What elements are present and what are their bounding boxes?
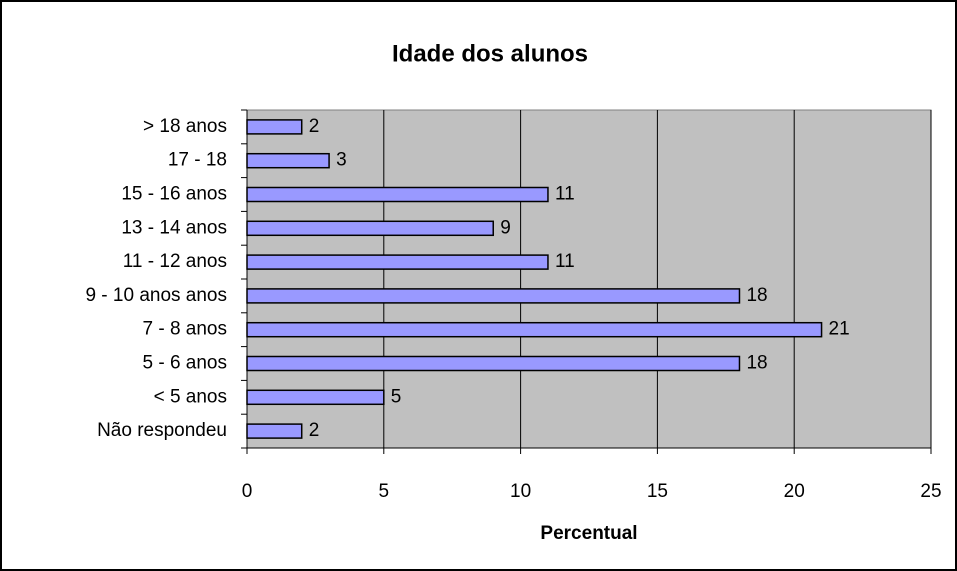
x-axis-label: Percentual [540, 523, 637, 544]
data-label: 21 [829, 319, 850, 340]
data-label: 11 [555, 184, 575, 205]
bar [246, 254, 549, 270]
y-tick-label: 13 - 14 anos [121, 217, 227, 238]
data-label: 2 [309, 116, 320, 137]
x-tick-label: 20 [784, 481, 805, 502]
data-label: 2 [309, 420, 320, 441]
x-tick-label: 5 [379, 481, 390, 502]
x-tick-label: 15 [647, 481, 668, 502]
bar [246, 288, 741, 304]
bar [246, 220, 494, 237]
bar [246, 186, 549, 203]
data-label: 18 [746, 353, 767, 374]
bar [246, 355, 741, 372]
y-tick-label: Não respondeu [97, 420, 227, 441]
chart-title: Idade dos alunos [392, 40, 588, 67]
y-tick-label: 9 - 10 anos anos [85, 285, 227, 306]
y-tick-label: > 18 anos [143, 116, 227, 137]
y-tick-label: 15 - 16 anos [121, 184, 227, 205]
data-label: 11 [555, 251, 575, 272]
y-tick-label: 11 - 12 anos [123, 251, 227, 272]
data-label: 18 [746, 285, 767, 306]
bar [246, 152, 330, 169]
bar [246, 119, 303, 135]
x-tick-label: 0 [242, 481, 253, 502]
x-tick-label: 10 [510, 481, 531, 502]
bar [246, 389, 385, 406]
data-label: 5 [391, 386, 402, 407]
data-label: 9 [500, 217, 511, 238]
y-tick-label: < 5 anos [154, 386, 227, 407]
y-tick-label: 5 - 6 anos [143, 353, 228, 374]
data-label: 3 [336, 150, 347, 171]
x-tick-label: 25 [920, 481, 941, 502]
bar [246, 321, 823, 338]
y-tick-label: 17 - 18 [168, 150, 227, 171]
y-tick-label: 7 - 8 anos [143, 319, 228, 340]
bar [246, 423, 303, 439]
